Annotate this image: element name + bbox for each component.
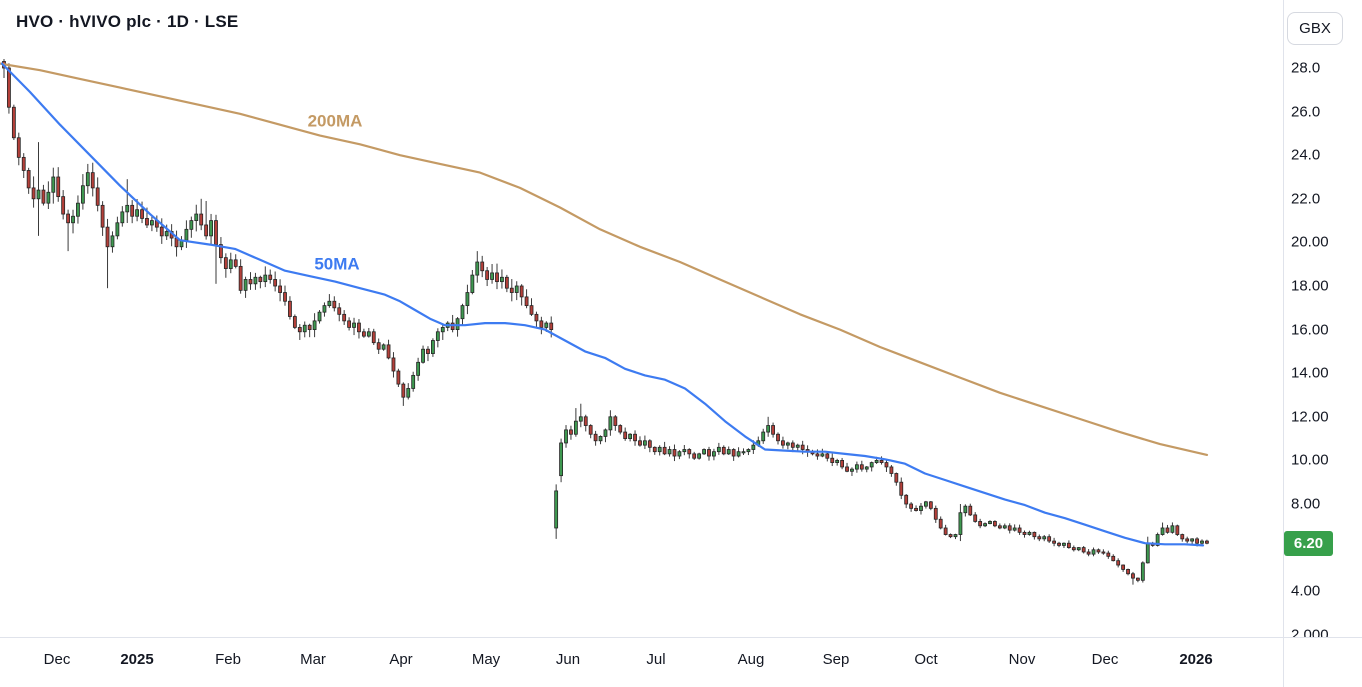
time-axis-separator [0,637,1362,638]
price-axis-label: 10.00 [1291,451,1329,469]
time-axis-label: Dec [43,651,71,668]
time-axis-label: Nov [1008,651,1036,668]
time-axis-label: Sep [822,651,850,668]
price-axis-label: 2.000 [1291,626,1329,637]
price-axis-label: 20.00 [1291,233,1329,251]
time-axis-label: Apr [389,651,413,668]
time-axis-label: Oct [914,651,938,668]
price-axis[interactable]: 28.0 26.0 24.0 22.0 20.00 18.00 16.00 14.00 12.0… [1284,0,1362,637]
symbol-title[interactable]: HVO · hVIVO plc · 1D · LSE [16,12,239,31]
time-axis-label: Feb [215,651,241,668]
time-axis-label: May [471,651,501,668]
price-axis-label: 14.00 [1291,364,1329,382]
time-axis-label: Jun [555,651,581,668]
time-axis-label: 2026 [1179,651,1213,668]
price-axis-label: 24.0 [1291,146,1321,164]
currency-unit-button[interactable]: GBX [1287,12,1343,45]
ma-50-line[interactable] [0,62,1205,547]
price-axis-label: 26.0 [1291,103,1321,121]
price-axis-label: 8.00 [1291,495,1321,513]
price-axis-label: 16.00 [1291,321,1329,339]
currency-unit-label: GBX [1299,20,1331,37]
price-axis-label: 4.00 [1291,582,1321,600]
price-chart-pane[interactable]: 200MA 50MA [0,0,1283,637]
ma-200-label: 200MA [308,111,363,130]
time-axis-label: Dec [1091,651,1119,668]
time-axis-label: Jul [646,651,666,668]
price-axis-label: 18.00 [1291,277,1329,295]
price-axis-label: 22.0 [1291,190,1321,208]
time-axis-label: Aug [737,651,765,668]
price-axis-label: 12.00 [1291,408,1329,426]
time-axis-label: 2025 [120,651,154,668]
time-axis[interactable]: Dec 2025 Feb Mar Apr May Jun Jul Aug Sep Oct Nov Dec… [0,638,1283,687]
last-price-badge: 6.20 [1284,530,1333,556]
price-axis-separator [1283,0,1284,687]
ma-50-label: 50MA [314,254,359,273]
ma-200-line[interactable] [0,62,1209,456]
candlestick-series [2,58,1209,585]
candlestick-chart[interactable]: 200MA 50MA [0,0,1283,637]
time-axis-label: Mar [300,651,326,668]
price-axis-label: 28.0 [1291,59,1321,77]
